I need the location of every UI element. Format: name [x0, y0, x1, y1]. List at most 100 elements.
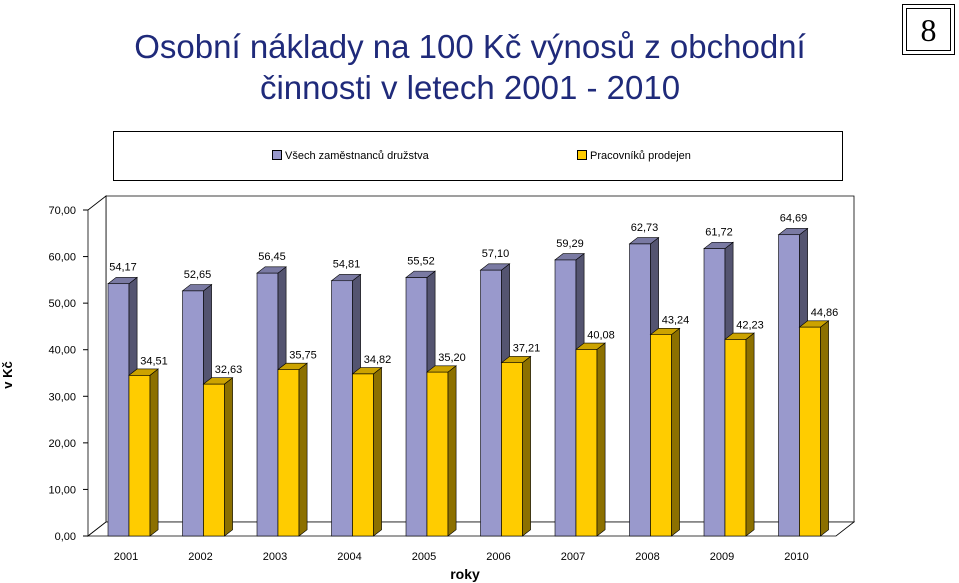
- data-label-series2-2009: 42,23: [736, 319, 764, 331]
- bar-series2-2006-side: [522, 355, 531, 537]
- bar-series2-2010-front: [799, 326, 821, 537]
- bar-series2-2002: [202, 377, 234, 537]
- bar-series2-2010-side: [820, 320, 829, 537]
- bar-series2-2005-top: [426, 365, 457, 373]
- data-label-series2-2008: 43,24: [662, 315, 690, 327]
- y-tick-label: 0,00: [55, 531, 76, 543]
- x-tick-label-2010: 2010: [784, 551, 808, 563]
- bar-series1-2001-front: [107, 283, 130, 537]
- bar-series1-2004-front: [331, 280, 353, 537]
- data-label-series2-2006: 37,21: [513, 343, 541, 355]
- bar-series2-2003: [277, 362, 308, 537]
- bar-series2-2007-front: [575, 349, 598, 537]
- bar-series2-2001-front: [128, 374, 151, 537]
- bar-series2-2008-side: [671, 327, 680, 537]
- legend-label-series1: Všech zaměstnanců družstva: [285, 150, 429, 162]
- bar-series2-2009: [724, 332, 755, 537]
- x-tick-label-2005: 2005: [412, 551, 436, 563]
- data-label-series1-2005: 55,52: [407, 255, 435, 267]
- bar-series2-2010: [798, 320, 830, 537]
- legend-swatch-series1: [272, 150, 282, 160]
- bar-series1-2009-top: [703, 241, 734, 249]
- legend-swatch-series2: [577, 150, 587, 160]
- chart-legend: Všech zaměstnanců družstva Pracovníků pr…: [113, 131, 843, 181]
- bar-series1-2010-front: [778, 234, 800, 537]
- data-label-series1-2004: 54,81: [333, 259, 361, 271]
- bar-series2-2007: [575, 342, 606, 537]
- bar-series2-2004-front: [352, 373, 374, 537]
- bar-series2-2004-side: [373, 366, 382, 537]
- bar-series2-2002-front: [203, 383, 225, 537]
- bar-series2-2001-side: [149, 368, 159, 537]
- bar-series1-2005-front: [405, 277, 428, 537]
- bar-series2-2002-side: [224, 377, 233, 537]
- bar-series1-2002-front: [182, 290, 204, 537]
- title-line-2: činnosti v letech 2001 - 2010: [259, 69, 681, 106]
- bar-series2-2006: [500, 355, 532, 537]
- data-label-series2-2001: 34,51: [140, 355, 168, 367]
- x-axis: 2001 2002 2003 2004 2005 2006 2007 2008 2009 2010: [114, 551, 809, 563]
- bar-series2-2008-front: [650, 334, 672, 537]
- data-label-series1-2007: 59,29: [556, 238, 584, 250]
- bar-series2-2005-side: [447, 365, 457, 537]
- bar-series1-2001-top: [107, 277, 138, 285]
- bar-series2-2008-top: [649, 328, 681, 335]
- bar-series1-2008-top: [628, 237, 660, 245]
- bar-series1-2003-top: [256, 266, 287, 274]
- bar-series1-2002-top: [181, 284, 213, 292]
- bar-series2-2007-top: [575, 342, 606, 350]
- data-label-series2-2005: 35,20: [438, 352, 466, 364]
- bar-series1-2007-top: [554, 253, 585, 261]
- bar-series1-2008-front: [629, 243, 651, 537]
- data-label-series1-2003: 56,45: [258, 251, 286, 263]
- bar-series2-2002-top: [202, 377, 234, 385]
- bar-series2-2004: [351, 366, 383, 537]
- data-label-series1-2006: 57,10: [482, 248, 510, 260]
- title-line-1: Osobní náklady na 100 Kč výnosů z obchod…: [134, 28, 806, 65]
- data-label-series2-2002: 32,63: [215, 364, 243, 376]
- data-label-series2-2004: 34,82: [364, 354, 392, 366]
- bar-series2-2005-front: [426, 371, 449, 537]
- bar-series2-2009-front: [724, 339, 747, 537]
- bar-series1-2004-top: [330, 274, 362, 282]
- bar-series2-2009-top: [724, 332, 755, 340]
- slide-number-box: 8: [902, 4, 955, 55]
- bar-series2-2006-top: [500, 356, 532, 364]
- bar-series2-2001-top: [128, 368, 159, 376]
- y-tick-label: 60,00: [48, 252, 76, 264]
- x-tick-label-2007: 2007: [561, 551, 585, 563]
- data-label-series1-2008: 62,73: [631, 222, 659, 234]
- y-axis: 0,00 10,00 20,00 30,00 40,00 50,00 60,00 70,00: [48, 205, 88, 543]
- data-label-series1-2009: 61,72: [705, 227, 733, 239]
- data-label-series1-2010: 64,69: [780, 213, 808, 225]
- bar-series2-2008: [649, 327, 681, 537]
- x-axis-title: roky: [450, 566, 480, 582]
- bar-series2-2007-side: [596, 342, 606, 537]
- bar-series2-2009-side: [745, 332, 755, 537]
- data-label-series1-2001: 54,17: [109, 262, 137, 274]
- bar-series2-2003-front: [277, 369, 300, 537]
- bar-series1-2006-front: [480, 269, 502, 537]
- bar-series2-2003-side: [298, 362, 308, 537]
- y-tick-label: 50,00: [48, 298, 76, 310]
- bar-series1-2007-front: [554, 259, 577, 537]
- bar-series1-2010-top: [777, 228, 809, 236]
- bar-series2-2004-top: [351, 367, 383, 375]
- x-tick-label-2002: 2002: [188, 551, 212, 563]
- y-axis-title: v Kč: [0, 361, 15, 388]
- x-tick-label-2008: 2008: [635, 551, 659, 563]
- y-tick-label: 40,00: [48, 345, 76, 357]
- legend-label-series2: Pracovníků prodejen: [590, 150, 691, 162]
- y-tick-label: 70,00: [48, 205, 76, 217]
- data-labels: 54,17 34,51 52,65 32,63 56,45 35,75 54,81 34,82…: [109, 213, 838, 376]
- bar-series1-2003-front: [256, 272, 279, 537]
- x-tick-label-2001: 2001: [114, 551, 138, 563]
- data-label-series2-2003: 35,75: [289, 350, 317, 362]
- side-wall: [87, 195, 107, 537]
- bar-series2-2006-front: [501, 362, 523, 537]
- chart-bars: [107, 227, 830, 537]
- bar-series2-2010-top: [798, 320, 830, 328]
- slide-number: 8: [906, 8, 951, 51]
- data-label-series2-2007: 40,08: [587, 329, 615, 341]
